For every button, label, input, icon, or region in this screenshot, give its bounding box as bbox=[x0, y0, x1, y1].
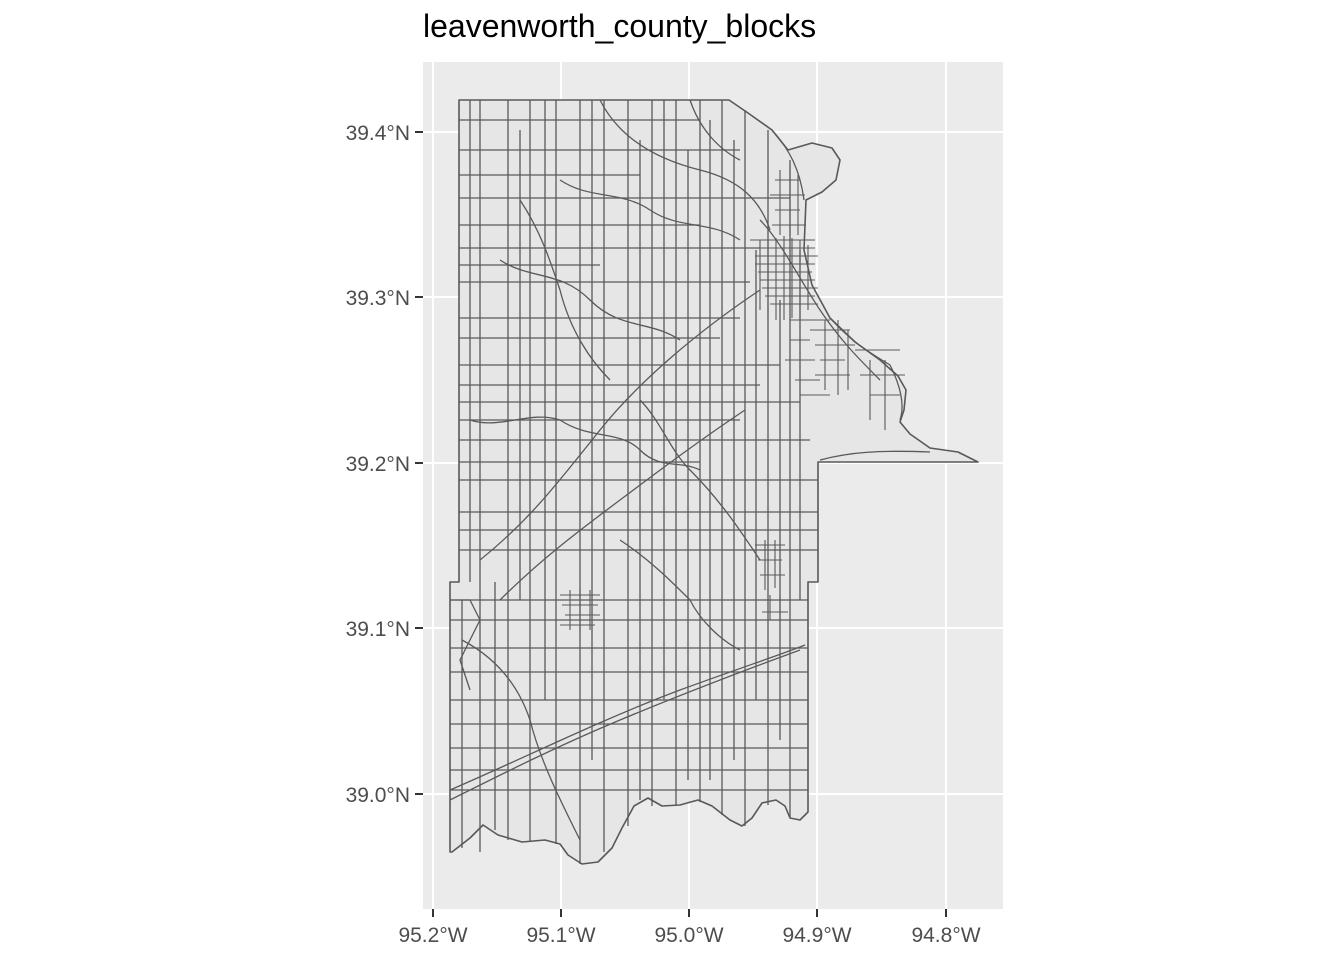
axis-ticks bbox=[415, 131, 947, 917]
y-tick-label: 39.2°N bbox=[346, 453, 410, 476]
plot-title: leavenworth_county_blocks bbox=[423, 8, 817, 44]
x-tick-label: 94.9°W bbox=[782, 924, 851, 947]
x-axis-labels: 95.2°W 95.1°W 95.0°W 94.9°W 94.8°W bbox=[398, 924, 980, 947]
y-tick-label: 39.0°N bbox=[346, 784, 410, 807]
x-tick-label: 94.8°W bbox=[911, 924, 980, 947]
y-tick-label: 39.1°N bbox=[346, 618, 410, 641]
city-cluster bbox=[750, 165, 905, 430]
x-tick-label: 95.1°W bbox=[526, 924, 595, 947]
town-cluster bbox=[560, 540, 790, 632]
y-tick-label: 39.4°N bbox=[346, 122, 410, 145]
y-tick-label: 39.3°N bbox=[346, 287, 410, 310]
county-outline bbox=[449, 99, 979, 865]
x-tick-label: 95.2°W bbox=[398, 924, 467, 947]
x-tick-label: 95.0°W bbox=[654, 924, 723, 947]
y-axis-labels: 39.4°N 39.3°N 39.2°N 39.1°N 39.0°N bbox=[346, 122, 410, 807]
block-boundaries bbox=[449, 99, 931, 864]
